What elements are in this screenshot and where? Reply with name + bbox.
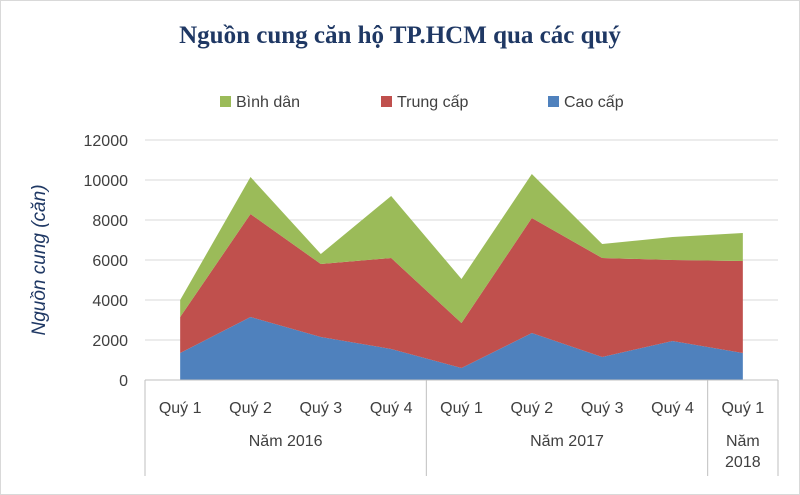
y-axis-ticks: 0 2000 4000 6000 8000 10000 12000 — [84, 133, 129, 390]
y-tick-label: 2000 — [92, 333, 128, 350]
y-tick-label: 8000 — [92, 213, 128, 230]
x-tick-label: Quý 1 — [159, 400, 202, 417]
chart-title: Nguồn cung căn hộ TP.HCM qua các quý — [179, 22, 621, 49]
x-tick-label: Quý 4 — [370, 400, 413, 417]
legend-swatch — [220, 96, 231, 107]
x-tick-label: Quý 4 — [651, 400, 694, 417]
x-tick-label: Quý 1 — [721, 400, 764, 417]
x-group-label: Năm 2017 — [530, 433, 604, 450]
y-axis-label: Nguồn cung (căn) — [29, 184, 50, 335]
y-tick-label: 0 — [119, 373, 128, 390]
legend-swatch — [381, 96, 392, 107]
x-group-label: Năm 2016 — [249, 433, 323, 450]
legend-label: Cao cấp — [564, 94, 624, 111]
x-tick-label: Quý 2 — [229, 400, 272, 417]
legend-label: Trung cấp — [397, 94, 469, 111]
x-group-label: Năm 2018 — [725, 433, 761, 471]
area-series-2 — [180, 174, 743, 323]
legend-swatch — [548, 96, 559, 107]
y-tick-label: 10000 — [84, 173, 129, 190]
x-tick-label: Quý 3 — [299, 400, 342, 417]
x-tick-label: Quý 3 — [581, 400, 624, 417]
x-tick-label: Quý 2 — [510, 400, 553, 417]
area-series — [180, 174, 743, 380]
legend: Bình dân Trung cấp Cao cấp — [220, 94, 624, 111]
x-tick-label: Quý 1 — [440, 400, 483, 417]
area-series-1 — [180, 214, 743, 368]
y-tick-label: 6000 — [92, 253, 128, 270]
area-series-0 — [180, 317, 743, 380]
y-tick-label: 12000 — [84, 133, 129, 150]
y-tick-label: 4000 — [92, 293, 128, 310]
x-axis: Quý 1 Quý 2 Quý 3 Quý 4 Quý 1 Quý 2 Quý 3 Quý 4… — [144, 379, 779, 476]
legend-label: Bình dân — [236, 94, 300, 111]
